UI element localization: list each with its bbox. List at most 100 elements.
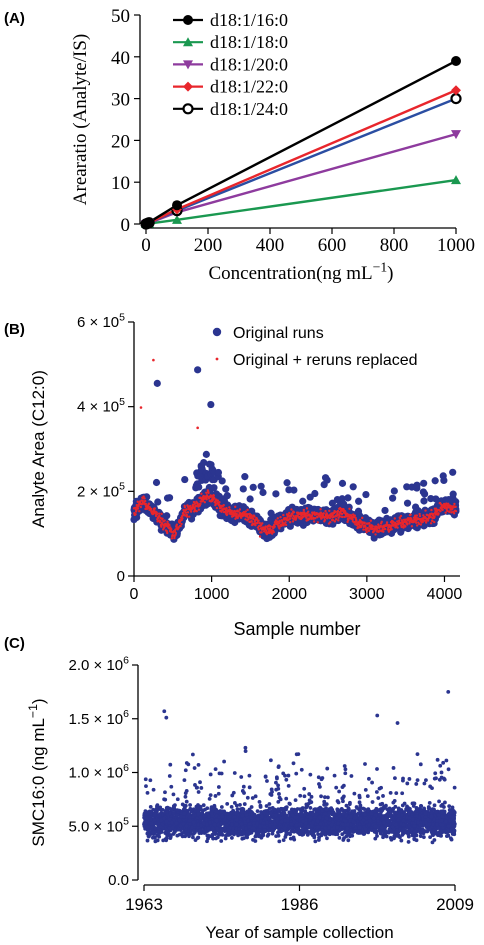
- x-tick-label: 2000: [271, 586, 307, 603]
- data-point: [265, 529, 268, 532]
- data-point: [160, 525, 163, 528]
- data-point: [157, 512, 161, 515]
- data-point: [180, 522, 183, 526]
- y-tick-label: 4 × 105: [77, 396, 125, 416]
- data-point: [154, 498, 162, 506]
- data-point: [390, 487, 398, 495]
- data-point: [428, 784, 433, 789]
- y-axis-title: Arearatio (Analyte/IS): [70, 34, 91, 205]
- data-point: [184, 511, 188, 514]
- data-point: [361, 516, 364, 520]
- data-point: [348, 507, 351, 510]
- data-point: [281, 838, 286, 843]
- data-point: [152, 478, 161, 487]
- data-point: [163, 512, 171, 520]
- y-tick-label: 1.5 × 106: [69, 708, 130, 728]
- data-point: [159, 520, 162, 523]
- data-point: [170, 537, 174, 540]
- data-point: [335, 799, 340, 803]
- data-point: [418, 514, 422, 518]
- data-point: [225, 513, 229, 516]
- data-point: [239, 485, 247, 493]
- data-point: [378, 802, 383, 807]
- data-point: [453, 502, 456, 506]
- y-tick-label: 20: [111, 131, 130, 152]
- data-point: [454, 505, 457, 508]
- data-point: [216, 791, 221, 796]
- data-point: [261, 522, 264, 525]
- legend-marker: [212, 327, 222, 337]
- data-point: [234, 505, 237, 509]
- data-point: [273, 525, 276, 528]
- data-point: [450, 92, 462, 105]
- x-tick-label: 1000: [194, 586, 230, 603]
- data-point: [444, 758, 449, 763]
- y-tick-label: 2.0 × 106: [69, 654, 130, 674]
- data-point: [218, 477, 226, 485]
- data-point: [308, 772, 313, 777]
- data-point: [305, 507, 309, 510]
- data-point: [374, 790, 379, 794]
- data-point: [452, 785, 457, 790]
- data-point: [437, 512, 440, 515]
- data-point: [322, 512, 325, 515]
- data-point: [153, 507, 157, 510]
- data-point: [284, 521, 287, 524]
- data-point: [225, 801, 230, 806]
- data-point: [371, 525, 374, 528]
- data-point: [283, 479, 291, 487]
- legend-label: d18:1/22:0: [210, 77, 288, 97]
- data-point: [302, 508, 306, 512]
- panel-c-label: (C): [4, 635, 25, 652]
- data-point: [198, 780, 202, 785]
- data-point: [390, 528, 393, 531]
- data-point: [334, 518, 338, 521]
- legend-marker: [183, 37, 193, 47]
- data-point: [427, 801, 432, 805]
- data-point: [365, 531, 368, 534]
- x-axis-title: Sample number: [233, 619, 360, 639]
- data-point: [365, 794, 370, 799]
- data-point: [143, 499, 147, 503]
- x-tick-label: 200: [194, 235, 223, 256]
- data-point: [432, 776, 437, 781]
- data-point: [219, 805, 224, 809]
- data-point: [393, 517, 396, 520]
- data-point: [223, 492, 231, 500]
- data-point: [415, 524, 419, 527]
- data-point: [153, 379, 161, 387]
- data-point: [381, 506, 389, 515]
- data-point: [138, 510, 141, 513]
- data-point: [196, 762, 201, 767]
- data-point: [355, 497, 363, 505]
- data-point: [165, 494, 174, 502]
- data-point: [288, 511, 291, 515]
- x-tick-label: 1986: [281, 895, 319, 914]
- data-point: [161, 517, 164, 520]
- data-point: [136, 507, 140, 510]
- data-point: [328, 509, 331, 513]
- data-point: [342, 764, 347, 768]
- x-tick-label: 1000: [437, 235, 475, 256]
- data-point: [291, 520, 295, 523]
- data-point: [272, 490, 280, 498]
- legend-label: Original runs: [233, 325, 324, 342]
- data-point: [418, 807, 423, 812]
- data-point: [381, 833, 386, 838]
- data-point: [181, 475, 189, 484]
- data-point: [242, 802, 247, 806]
- data-point: [134, 513, 137, 516]
- y-tick-label: 5.0 × 105: [69, 816, 130, 836]
- series-line: [145, 59, 457, 226]
- x-tick-label: 0: [141, 235, 151, 256]
- data-point: [337, 835, 342, 840]
- data-point: [185, 515, 189, 518]
- data-point: [290, 508, 293, 511]
- data-point: [228, 506, 231, 509]
- data-point: [366, 526, 369, 530]
- data-point: [168, 762, 173, 767]
- x-tick-label: 0: [130, 586, 139, 603]
- data-point: [333, 520, 337, 523]
